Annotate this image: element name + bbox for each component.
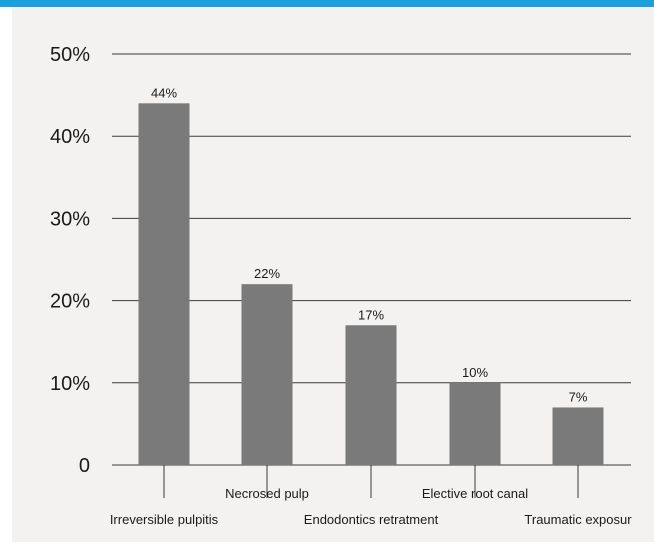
data-label: 10%	[462, 365, 488, 380]
x-tick-label: Irreversible pulpitis	[110, 512, 219, 527]
data-label: 7%	[569, 389, 588, 404]
y-tick-label: 20%	[50, 291, 90, 313]
bar	[138, 103, 190, 465]
y-tick-label: 30%	[50, 208, 90, 230]
bar	[449, 382, 501, 465]
bar	[552, 407, 604, 465]
bar	[241, 284, 293, 465]
x-tick-label: Elective root canal	[422, 486, 528, 501]
accent-top-bar	[0, 0, 654, 7]
x-tick-label: Traumatic exposur	[524, 512, 632, 527]
chart-panel	[12, 7, 654, 542]
y-tick-label: 40%	[50, 126, 90, 148]
data-label: 17%	[358, 307, 384, 322]
data-label: 44%	[151, 85, 177, 100]
x-tick-label: Necrosed pulp	[225, 486, 309, 501]
x-tick-label: Endodontics retratment	[304, 512, 439, 527]
y-tick-label: 0	[79, 455, 90, 477]
y-tick-label: 10%	[50, 373, 90, 395]
data-label: 22%	[254, 266, 280, 281]
bar	[345, 325, 397, 465]
y-tick-label: 50%	[50, 44, 90, 66]
